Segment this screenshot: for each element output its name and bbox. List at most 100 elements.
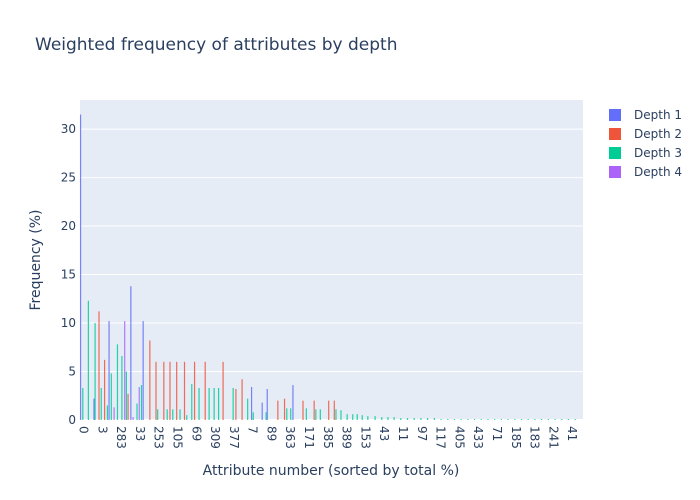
bar-depth-3[interactable]	[427, 418, 429, 420]
bar-depth-3[interactable]	[319, 409, 321, 420]
bar-depth-2[interactable]	[149, 340, 151, 420]
bar-depth-3[interactable]	[367, 416, 369, 420]
bar-depth-3[interactable]	[374, 416, 376, 420]
bar-depth-3[interactable]	[136, 403, 138, 420]
bar-depth-2[interactable]	[163, 361, 165, 420]
bar-depth-4[interactable]	[132, 417, 134, 420]
bar-depth-3[interactable]	[121, 356, 123, 420]
bar-depth-3[interactable]	[110, 373, 112, 420]
bar-depth-2[interactable]	[241, 379, 243, 420]
bar-depth-3[interactable]	[406, 418, 409, 420]
bar-depth-3[interactable]	[356, 414, 358, 420]
legend-swatch[interactable]	[609, 128, 621, 140]
bar-depth-3[interactable]	[447, 419, 449, 420]
bar-depth-3[interactable]	[413, 418, 415, 420]
bar-depth-3[interactable]	[157, 409, 159, 420]
legend-label[interactable]: Depth 1	[634, 108, 682, 122]
bar-depth-3[interactable]	[467, 419, 469, 420]
bar-depth-3[interactable]	[400, 418, 402, 420]
bar-depth-3[interactable]	[290, 408, 292, 420]
bar-depth-2[interactable]	[176, 361, 178, 420]
bar-depth-1[interactable]	[250, 387, 253, 420]
bar-depth-3[interactable]	[393, 417, 395, 420]
bar-depth-2[interactable]	[328, 400, 330, 420]
bar-depth-2[interactable]	[222, 361, 224, 420]
bar-depth-3[interactable]	[534, 419, 536, 420]
bar-depth-3[interactable]	[547, 419, 549, 420]
bar-depth-3[interactable]	[94, 323, 96, 420]
bar-depth-3[interactable]	[381, 417, 383, 420]
bar-depth-3[interactable]	[561, 419, 563, 420]
bar-depth-3[interactable]	[213, 388, 215, 420]
bar-depth-1[interactable]	[142, 321, 144, 420]
bar-depth-2[interactable]	[193, 361, 196, 420]
bar-depth-3[interactable]	[361, 415, 363, 420]
bar-depth-2[interactable]	[302, 400, 304, 420]
bar-depth-3[interactable]	[500, 419, 502, 420]
legend-swatch[interactable]	[609, 109, 621, 121]
bar-depth-3[interactable]	[335, 409, 337, 420]
bar-depth-3[interactable]	[179, 409, 181, 420]
bar-depth-3[interactable]	[87, 300, 89, 420]
bar-depth-3[interactable]	[480, 419, 482, 420]
bar-depth-3[interactable]	[541, 419, 543, 420]
bar-depth-2[interactable]	[313, 400, 315, 420]
bar-depth-3[interactable]	[198, 388, 200, 420]
bar-depth-2[interactable]	[283, 398, 286, 420]
bar-depth-3[interactable]	[574, 419, 576, 420]
bar-depth-1[interactable]	[79, 114, 82, 421]
bar-depth-4[interactable]	[138, 387, 140, 420]
bar-depth-4[interactable]	[113, 407, 115, 420]
legend-label[interactable]: Depth 3	[634, 146, 682, 160]
bar-depth-3[interactable]	[473, 419, 476, 420]
bar-depth-2[interactable]	[277, 400, 279, 420]
legend-swatch[interactable]	[609, 147, 621, 159]
bar-depth-3[interactable]	[186, 415, 188, 420]
bar-depth-2[interactable]	[169, 361, 171, 420]
bar-depth-3[interactable]	[116, 344, 119, 420]
bar-depth-4[interactable]	[124, 321, 126, 420]
bar-depth-3[interactable]	[420, 418, 422, 420]
bar-depth-3[interactable]	[440, 419, 442, 420]
bar-depth-2[interactable]	[183, 361, 186, 420]
bar-depth-3[interactable]	[554, 419, 556, 420]
bar-depth-2[interactable]	[333, 400, 335, 420]
bar-depth-3[interactable]	[315, 409, 317, 420]
bar-depth-3[interactable]	[352, 414, 354, 420]
bar-depth-3[interactable]	[265, 412, 267, 420]
bar-depth-3[interactable]	[305, 408, 307, 420]
bar-depth-3[interactable]	[453, 419, 456, 420]
legend-label[interactable]: Depth 4	[634, 165, 682, 179]
bar-depth-3[interactable]	[232, 388, 234, 420]
bar-depth-3[interactable]	[514, 419, 516, 420]
bar-depth-3[interactable]	[100, 388, 102, 420]
bar-depth-1[interactable]	[266, 388, 268, 420]
bar-depth-1[interactable]	[93, 398, 95, 420]
bar-depth-3[interactable]	[140, 385, 143, 420]
bar-depth-3[interactable]	[106, 405, 108, 420]
bar-depth-3[interactable]	[340, 410, 342, 420]
bar-depth-2[interactable]	[155, 361, 157, 420]
bar-depth-3[interactable]	[487, 419, 489, 420]
bar-depth-1[interactable]	[130, 286, 132, 420]
bar-depth-3[interactable]	[208, 388, 210, 420]
bar-depth-3[interactable]	[346, 414, 348, 420]
bar-depth-3[interactable]	[247, 398, 249, 420]
bar-depth-2[interactable]	[103, 359, 106, 420]
bar-depth-3[interactable]	[460, 419, 462, 420]
bar-depth-3[interactable]	[527, 419, 529, 420]
bar-depth-3[interactable]	[507, 419, 509, 420]
bar-depth-2[interactable]	[235, 388, 237, 420]
bar-depth-3[interactable]	[387, 417, 389, 420]
bar-depth-3[interactable]	[218, 388, 220, 420]
bar-depth-3[interactable]	[286, 408, 288, 420]
bar-depth-2[interactable]	[127, 393, 129, 420]
bar-depth-3[interactable]	[252, 412, 254, 420]
bar-depth-3[interactable]	[567, 419, 570, 420]
legend-swatch[interactable]	[609, 166, 621, 178]
bar-depth-1[interactable]	[292, 385, 294, 420]
bar-depth-3[interactable]	[494, 419, 496, 420]
bar-depth-2[interactable]	[98, 311, 100, 420]
bar-depth-3[interactable]	[125, 371, 127, 420]
bar-depth-3[interactable]	[166, 409, 168, 420]
